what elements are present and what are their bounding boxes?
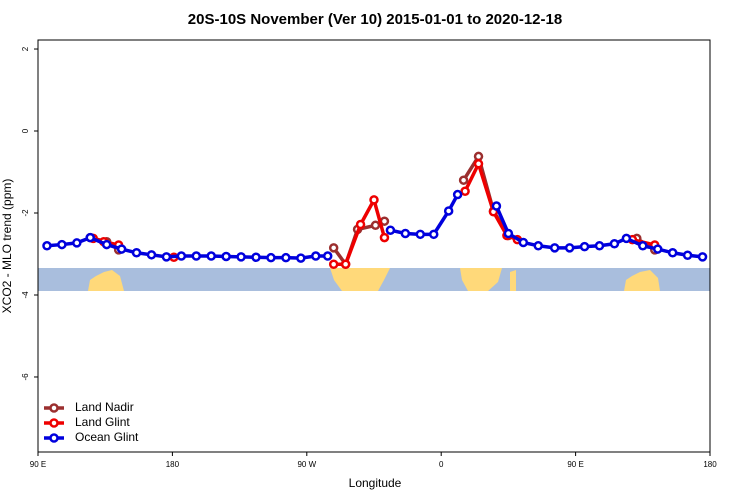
point [638, 241, 648, 251]
point [116, 244, 127, 254]
point [101, 239, 112, 250]
plot-frame [37, 39, 711, 453]
y-tick-label: -2 [21, 209, 30, 217]
point [473, 159, 484, 169]
point [236, 252, 246, 262]
x-tick-label: 180 [166, 460, 180, 469]
point [57, 239, 67, 250]
x-tick-label: 180 [703, 460, 717, 469]
point [355, 219, 366, 230]
y-tick-label: 0 [21, 128, 30, 133]
point [652, 244, 663, 254]
point [72, 238, 82, 248]
x-tick-label: 0 [439, 460, 444, 469]
point [296, 253, 306, 263]
legend-marker [49, 403, 59, 413]
point [206, 251, 216, 261]
point [131, 248, 142, 258]
point [473, 151, 484, 162]
x-tick-label: 90 E [30, 460, 46, 469]
x-tick-label: 90 W [297, 460, 316, 469]
point [533, 241, 544, 251]
point [518, 237, 529, 248]
point [443, 206, 454, 216]
point [379, 232, 390, 243]
point [667, 248, 678, 258]
point [621, 233, 632, 244]
x-axis-label: Longitude [349, 476, 402, 490]
point [311, 251, 321, 261]
legend-label: Ocean Glint [75, 430, 139, 444]
y-tick-label: -4 [21, 291, 30, 299]
point [42, 241, 52, 251]
point [340, 259, 351, 269]
point [503, 228, 514, 239]
point [191, 251, 202, 261]
legend-marker [49, 418, 59, 428]
point [609, 238, 620, 249]
point [385, 225, 396, 235]
point [458, 175, 469, 185]
point [697, 252, 708, 262]
map-strip [38, 268, 710, 291]
legend-label: Land Nadir [75, 400, 134, 414]
point [322, 251, 333, 261]
point [176, 251, 187, 261]
y-axis-label: XCO2 - MLO trend (ppm) [0, 179, 14, 314]
point [161, 252, 172, 262]
chart-title: 20S-10S November (Ver 10) 2015-01-01 to … [188, 11, 562, 28]
point [400, 228, 411, 239]
point [594, 241, 605, 251]
legend-label: Land Glint [75, 415, 130, 429]
point [579, 241, 590, 252]
x-tick-label: 90 E [567, 460, 583, 469]
point [428, 229, 439, 240]
point [328, 259, 339, 269]
point [221, 251, 231, 262]
point [328, 243, 339, 253]
point [415, 229, 426, 240]
point [266, 252, 276, 263]
point [460, 186, 470, 197]
point [549, 243, 560, 253]
point [251, 252, 261, 263]
point [491, 201, 502, 211]
y-tick-label: -6 [21, 373, 30, 381]
point [369, 195, 379, 205]
point [146, 250, 157, 260]
y-tick-label: 2 [21, 46, 30, 51]
point [281, 252, 291, 263]
point [85, 232, 96, 243]
point [452, 189, 463, 200]
point [682, 250, 693, 260]
point [564, 243, 575, 253]
legend-marker [49, 433, 59, 443]
point [370, 220, 381, 231]
